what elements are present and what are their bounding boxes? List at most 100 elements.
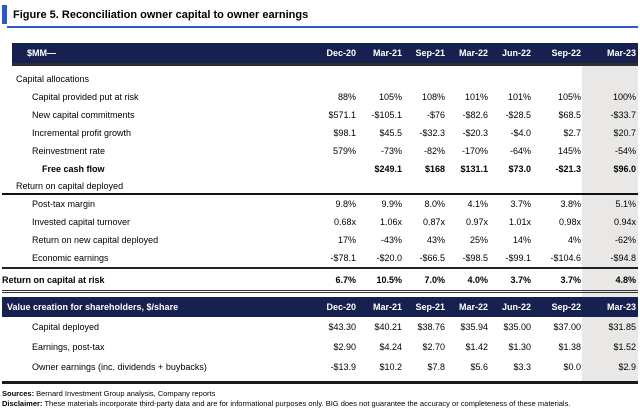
cell-value: $31.85 xyxy=(608,322,636,332)
period-header: Mar-21 xyxy=(372,302,402,312)
table-row: Incremental profit growth $98.1 $45.5 -$… xyxy=(2,124,638,142)
row-label: Capital provided put at risk xyxy=(32,92,139,102)
cell-value: -$28.5 xyxy=(505,110,531,120)
cell-value: 0.98x xyxy=(558,217,581,227)
reconciliation-table: $MM— Dec-20 Mar-21 Sep-21 Mar-22 Jun-22 … xyxy=(2,43,638,384)
share-header-label: Value creation for shareholders, $/share xyxy=(7,302,179,312)
row-label: Invested capital turnover xyxy=(32,217,131,227)
cell-value: 100% xyxy=(612,92,636,102)
period-header: Dec-20 xyxy=(326,48,356,58)
cell-value: 108% xyxy=(421,92,445,102)
row-label: Reinvestment rate xyxy=(32,146,106,156)
row-label: Capital deployed xyxy=(32,322,100,332)
sources-label: Sources: xyxy=(2,389,35,398)
row-label: Free cash flow xyxy=(42,164,105,174)
cell-value: 101% xyxy=(507,92,531,102)
footer: Sources: Bernard Investment Group analysi… xyxy=(2,389,638,409)
cell-value: $98.1 xyxy=(333,128,356,138)
cell-value: $2.7 xyxy=(563,128,581,138)
cell-value: 3.7% xyxy=(510,199,531,209)
cell-value: 25% xyxy=(469,235,488,245)
cell-value: -$13.9 xyxy=(330,362,356,372)
period-header: Jun-22 xyxy=(501,302,531,312)
row-label: Owner earnings (inc. dividends + buyback… xyxy=(32,362,207,372)
cell-value: -43% xyxy=(380,235,402,245)
cell-value: $168 xyxy=(424,164,445,174)
table-header-row-share: Value creation for shareholders, $/share… xyxy=(2,297,638,317)
row-label: Economic earnings xyxy=(32,253,109,263)
cell-value: 105% xyxy=(378,92,402,102)
cell-value: 3.8% xyxy=(560,199,581,209)
cell-value: $2.70 xyxy=(422,342,445,352)
cell-value: 579% xyxy=(332,146,356,156)
bottom-rule xyxy=(2,381,638,384)
row-label: Return on new capital deployed xyxy=(32,235,159,245)
header-rule xyxy=(12,63,638,66)
cell-value: $571.1 xyxy=(328,110,356,120)
cell-value: $43.30 xyxy=(328,322,356,332)
row-label: Return on capital deployed xyxy=(16,180,124,191)
table-row: Capital deployed $43.30 $40.21 $38.76 $3… xyxy=(2,317,638,337)
cell-value: 8.0% xyxy=(424,199,445,209)
table-row: New capital commitments $571.1 -$105.1 -… xyxy=(2,106,638,124)
cell-value: $4.24 xyxy=(379,342,402,352)
row-label: Post-tax margin xyxy=(32,199,96,209)
cell-value: -$82.6 xyxy=(462,110,488,120)
row-label: Earnings, post-tax xyxy=(32,342,105,352)
cell-value: $45.5 xyxy=(379,128,402,138)
period-header: Sep-21 xyxy=(415,48,445,58)
cell-value: -$76 xyxy=(426,110,445,120)
cell-value: $1.38 xyxy=(558,342,581,352)
figure-title-bar: Figure 5. Reconciliation owner capital t… xyxy=(2,5,638,24)
cell-value: -64% xyxy=(509,146,531,156)
cell-value: -$66.5 xyxy=(419,253,445,263)
cell-value: $1.52 xyxy=(613,342,636,352)
cell-value: -$78.1 xyxy=(330,253,356,263)
period-header: Sep-21 xyxy=(415,302,445,312)
cell-value: -$20.0 xyxy=(376,253,402,263)
cell-value: $73.0 xyxy=(508,164,531,174)
cell-value: 145% xyxy=(557,146,581,156)
cell-value: 17% xyxy=(337,235,356,245)
cell-value: 7.0% xyxy=(424,274,445,285)
period-header: Mar-22 xyxy=(458,302,488,312)
cell-value: $68.5 xyxy=(558,110,581,120)
cell-value: 0.97x xyxy=(465,217,488,227)
cell-value: 0.68x xyxy=(333,217,356,227)
cell-value: 4.0% xyxy=(467,274,488,285)
table-row-section: Return on capital deployed xyxy=(2,178,638,195)
cell-value: -$94.8 xyxy=(610,253,636,263)
cell-value: -$104.6 xyxy=(550,253,581,263)
table-row-section: Capital allocations xyxy=(2,70,638,88)
cell-value: 0.94x xyxy=(613,217,636,227)
cell-value: $35.94 xyxy=(460,322,488,332)
cell-value: $0.0 xyxy=(563,362,581,372)
cell-value: 1.06x xyxy=(379,217,402,227)
cell-value: $2.9 xyxy=(618,362,636,372)
period-header: Dec-20 xyxy=(326,302,356,312)
cell-value: -$32.3 xyxy=(419,128,445,138)
cell-value: 5.1% xyxy=(615,199,636,209)
cell-value: $3.3 xyxy=(513,362,531,372)
cell-value: -54% xyxy=(614,146,636,156)
table-header-row-mm: $MM— Dec-20 Mar-21 Sep-21 Mar-22 Jun-22 … xyxy=(12,43,638,63)
table-row: Invested capital turnover 0.68x 1.06x 0.… xyxy=(2,213,638,231)
cell-value: $38.76 xyxy=(417,322,445,332)
disclaimer-line: Disclaimer: These materials incorporate t… xyxy=(2,399,638,409)
cell-value: -$99.1 xyxy=(505,253,531,263)
cell-value: 6.7% xyxy=(335,274,356,285)
title-rule xyxy=(7,26,638,28)
table-row-grand-total: Return on capital at risk 6.7% 10.5% 7.0… xyxy=(2,267,638,293)
cell-value: -$21.3 xyxy=(555,164,581,174)
period-header: Mar-22 xyxy=(458,48,488,58)
cell-value: 9.9% xyxy=(381,199,402,209)
table-row: Economic earnings -$78.1 -$20.0 -$66.5 -… xyxy=(2,249,638,267)
period-header: Sep-22 xyxy=(551,302,581,312)
cell-value: $20.7 xyxy=(613,128,636,138)
cell-value: 101% xyxy=(464,92,488,102)
disclaimer-text: These materials incorporate third-party … xyxy=(44,399,571,408)
row-label: Incremental profit growth xyxy=(32,128,132,138)
cell-value: 3.7% xyxy=(560,274,581,285)
cell-value: $10.2 xyxy=(379,362,402,372)
cell-value: 4.8% xyxy=(615,274,636,285)
